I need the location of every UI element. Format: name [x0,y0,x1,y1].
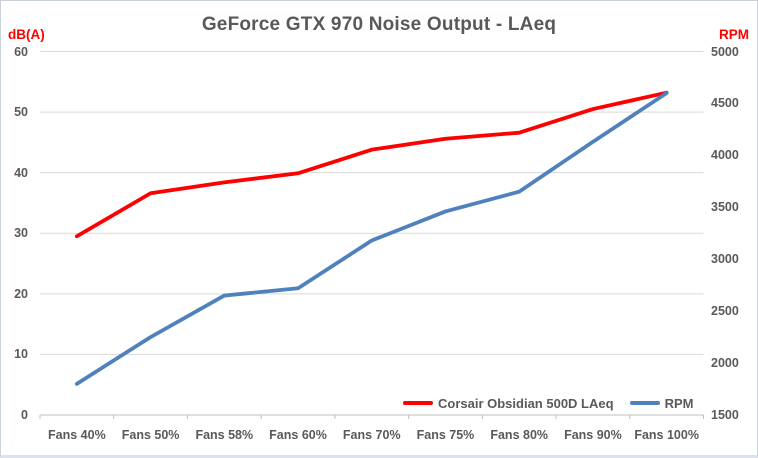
x-axis-category-label: Fans 80% [490,428,549,442]
legend-item-rpm: RPM [629,395,694,411]
x-axis-category-label: Fans 58% [195,428,254,442]
right-axis-tick-label: 5000 [711,44,739,59]
legend-label-laeq: Corsair Obsidian 500D LAeq [438,395,614,411]
series-line-laeq [74,90,669,239]
right-axis-tick-label: 3000 [711,252,739,267]
left-axis-tick-label: 10 [14,347,28,362]
legend: Corsair Obsidian 500D LAeq RPM [403,395,693,411]
right-axis-tick-label: 3500 [711,200,739,215]
right-axis-tick-label: 4000 [711,148,739,163]
left-axis-tick-label: 0 [21,408,28,422]
left-axis-tick-label: 40 [14,165,28,180]
x-axis-category-label: Fans 40% [48,428,106,442]
left-axis-label: dB(A) [8,27,45,42]
left-axis-tick-label: 20 [14,286,28,301]
x-axis-category-label: Fans 100% [634,428,699,442]
x-axis-category-label: Fans 60% [269,428,327,442]
left-axis-tick-label: 50 [14,105,28,120]
series-line-rpm [74,91,669,386]
left-axis-tick-label: 60 [14,44,28,59]
left-axis-tick-label: 30 [14,226,28,241]
x-axis-category-label: Fans 90% [564,428,622,442]
chart-title: GeForce GTX 970 Noise Output - LAeq [201,14,557,35]
x-axis-category-label: Fans 50% [121,428,180,442]
legend-swatch-rpm-line [629,401,660,405]
right-axis-tick-label: 4500 [711,96,739,111]
x-axis-category-label: Fans 70% [342,428,401,442]
legend-item-laeq: Corsair Obsidian 500D LAeq [403,396,614,411]
right-axis-tick-label: 1500 [711,408,739,422]
right-axis-label: RPM [719,27,749,42]
right-axis-tick-label: 2000 [711,356,739,371]
right-axis-tick-label: 2500 [711,304,739,319]
legend-swatch-laeq-line [403,401,433,405]
legend-label-rpm: RPM [664,395,694,411]
x-axis-category-label: Fans 75% [416,428,475,442]
